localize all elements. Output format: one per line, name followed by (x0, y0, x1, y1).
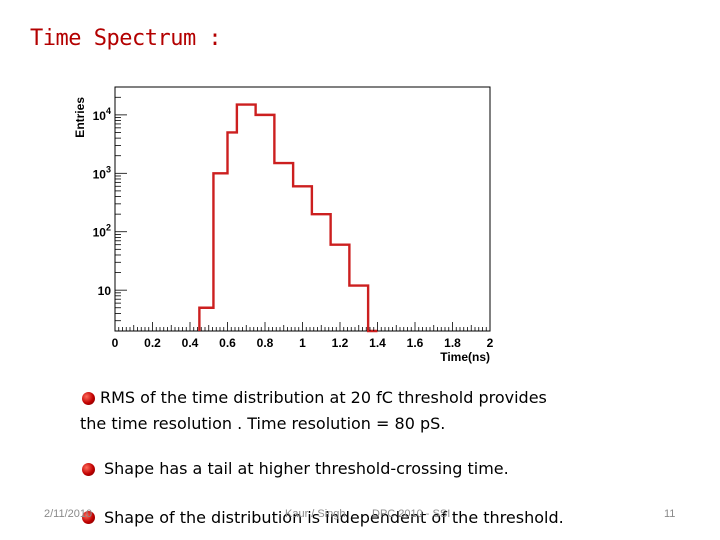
histogram-series (198, 103, 378, 333)
bullet-marker-1 (82, 392, 95, 405)
plot-frame (114, 86, 491, 332)
bullet-marker-2 (82, 463, 95, 476)
x-tick-label: 1.4 (369, 336, 386, 350)
slide-title: Time Spectrum : (30, 26, 222, 51)
x-tick-label: 1.6 (407, 336, 424, 350)
x-tick-label: 1 (299, 336, 306, 350)
footer-event: DPC 2010 - SSI (372, 508, 451, 520)
y-tick-label: 103 (93, 164, 111, 181)
bullet-1-line-2: the time resolution . Time resolution = … (80, 414, 446, 433)
bullet-2-text: Shape has a tail at higher threshold-cro… (104, 459, 509, 478)
x-tick-label: 2 (487, 336, 494, 350)
y-tick-label: 10 (98, 284, 112, 298)
footer-author: Kaur / Singh (285, 508, 346, 520)
x-tick-label: 0 (112, 336, 119, 350)
x-tick-label: 0.8 (257, 336, 274, 350)
bullet-3-text: Shape of the distribution is independent… (104, 508, 564, 527)
x-tick-label: 1.2 (332, 336, 349, 350)
x-tick-label: 0.4 (182, 336, 199, 350)
y-axis-label: Entries (73, 97, 87, 138)
x-tick-label: 1.8 (444, 336, 461, 350)
footer-page-number: 11 (664, 508, 676, 520)
x-tick-label: 0.6 (219, 336, 236, 350)
footer-date: 2/11/2010 (44, 508, 93, 520)
bullet-1-line-1: RMS of the time distribution at 20 fC th… (100, 388, 547, 407)
y-tick-label: 102 (93, 223, 111, 240)
y-tick-label: 104 (93, 106, 111, 123)
x-axis-label: Time(ns) (440, 350, 490, 364)
bullet-marker-3 (82, 511, 95, 524)
x-tick-label: 0.2 (144, 336, 161, 350)
